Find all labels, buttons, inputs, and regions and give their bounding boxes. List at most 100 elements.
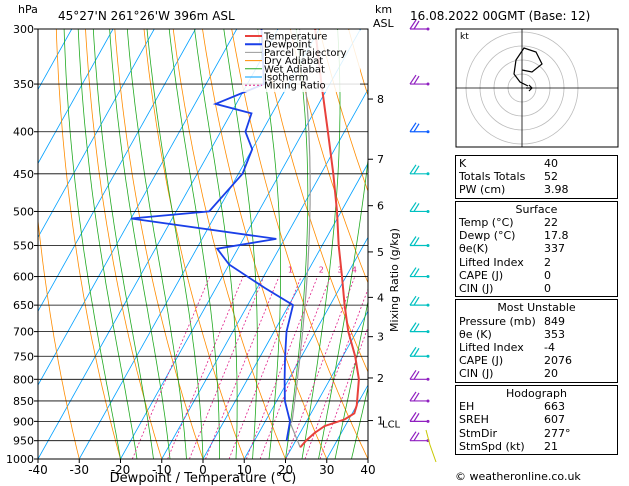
wind-barb-flag xyxy=(409,391,417,402)
km-tick-label: 7 xyxy=(377,153,384,166)
wind-barb-surface xyxy=(425,429,437,463)
pressure-tick-label: 350 xyxy=(13,78,34,91)
wet-adiabat-line xyxy=(351,385,368,459)
k-label: K xyxy=(459,157,467,170)
mixing-ratio-line xyxy=(189,276,265,459)
mixing-ratio-label: 4 xyxy=(352,266,357,275)
wind-barb-flag xyxy=(413,20,420,30)
hpa-unit: hPa xyxy=(18,3,38,16)
wet-adiabat-line xyxy=(318,156,368,459)
wind-barb-flag xyxy=(413,237,420,246)
hodograph-trace xyxy=(513,47,543,87)
surface-temp-value: 22 xyxy=(544,216,558,230)
surface-dewp-label: Dewp (°C) xyxy=(459,229,516,243)
wind-barb-base xyxy=(426,354,430,358)
km-tick-label: 2 xyxy=(377,372,384,385)
sreh-label: SREH xyxy=(459,413,489,427)
wind-barb-flag xyxy=(413,370,420,380)
stmdir-label: StmDir xyxy=(459,426,498,440)
credit-text: © weatheronline.co.uk xyxy=(455,470,581,483)
unstable-box: Most Unstable Pressure (mb) 849 θe (K) 353… xyxy=(455,299,618,383)
isotherm-line xyxy=(285,310,368,459)
isotherm-line xyxy=(38,29,73,91)
wind-barb-base xyxy=(426,27,430,31)
eh-label: EH xyxy=(459,400,475,414)
legend-entry: Parcel Trajectory xyxy=(264,48,347,59)
mixing-ratio-label: 20 xyxy=(440,266,450,275)
legend-entry: Dewpoint xyxy=(264,40,312,51)
temperature-profile xyxy=(299,29,360,449)
temp-tick-label: -30 xyxy=(69,463,89,477)
wind-barb-flag xyxy=(409,267,417,277)
km-tick-label: 8 xyxy=(377,93,384,106)
pressure-tick-label: 650 xyxy=(13,299,34,312)
pressure-tick-label: 300 xyxy=(13,23,34,36)
wind-barb-flag xyxy=(409,202,417,212)
wind-barb-base xyxy=(426,330,430,334)
legend-entry: Isotherm xyxy=(264,73,308,84)
wind-barb-flag xyxy=(409,19,417,30)
mixing-ratio-label: 15 xyxy=(423,266,433,275)
mu-li-value: -4 xyxy=(544,341,555,355)
lcl-label: LCL xyxy=(382,419,401,430)
surface-cape-value: 0 xyxy=(544,268,551,282)
pressure-tick-label: 900 xyxy=(13,415,34,428)
temp-tick-label: -40 xyxy=(28,463,48,477)
hodograph-title: Hodograph xyxy=(506,386,567,400)
surface-theta-value: 337 xyxy=(544,242,565,256)
dry-adiabat-line xyxy=(114,29,204,459)
wind-barb-flag xyxy=(413,296,420,306)
wind-barb-flag xyxy=(409,122,417,133)
temp-tick-label: -20 xyxy=(111,463,131,477)
mu-cin-value: 20 xyxy=(544,367,558,381)
temp-tick-label: 10 xyxy=(237,463,252,477)
wind-barb-flag xyxy=(413,75,420,85)
pressure-tick-label: 450 xyxy=(13,168,34,181)
pressure-tick-label: 850 xyxy=(13,395,34,408)
datetime-header: 16.08.2022 00GMT (Base: 12) xyxy=(410,9,591,23)
wind-barb-flag xyxy=(413,123,420,133)
wind-barb-flag xyxy=(413,392,420,402)
wind-barb-base xyxy=(426,172,430,176)
isotherm-line xyxy=(38,29,279,459)
pressure-tick-label: 500 xyxy=(13,205,34,218)
wet-adiabat-line xyxy=(285,29,309,459)
km-unit: km xyxy=(375,3,393,16)
mu-theta-value: 353 xyxy=(544,327,565,341)
mu-li-label: Lifted Index xyxy=(459,341,524,355)
isotherm-line xyxy=(161,88,368,459)
surface-li-value: 2 xyxy=(544,255,551,269)
mu-cape-label: CAPE (J) xyxy=(459,354,504,368)
sreh-value: 607 xyxy=(544,413,565,427)
wind-barb-base xyxy=(426,243,430,247)
x-axis-label: Dewpoint / Temperature (°C) xyxy=(110,471,297,486)
temp-tick-label: 30 xyxy=(319,463,334,477)
wet-adiabat-line xyxy=(146,29,204,459)
wind-barb-flag xyxy=(409,164,417,175)
tt-label: Totals Totals xyxy=(459,170,526,184)
wind-barb-base xyxy=(426,419,430,423)
temp-tick-label: -10 xyxy=(152,463,172,477)
isotherm-line xyxy=(326,384,368,459)
wind-barb-base xyxy=(426,377,430,381)
legend-entry: Mixing Ratio xyxy=(264,81,326,92)
storm-motion-arrow xyxy=(526,84,533,92)
wet-adiabat-line xyxy=(301,29,341,459)
wet-adiabat-line xyxy=(63,29,121,459)
wind-barb-flag xyxy=(409,346,417,357)
wind-barb-flag xyxy=(413,165,420,175)
surface-dewp-value: 17.8 xyxy=(544,229,569,243)
wind-barb-flag xyxy=(409,295,417,306)
isotherm-line xyxy=(78,29,320,459)
wind-barb-base xyxy=(426,303,430,307)
stmspd-value: 21 xyxy=(544,439,558,453)
mixing-ratio-axis-label: Mixing Ratio (g/kg) xyxy=(388,228,401,332)
mixing-ratio-label: 6 xyxy=(372,266,377,275)
wind-barb-flag xyxy=(409,412,417,422)
pressure-tick-label: 600 xyxy=(13,271,34,284)
pressure-tick-label: 700 xyxy=(13,326,34,339)
km-tick-label: 4 xyxy=(377,291,384,304)
km-tick-label: 3 xyxy=(377,331,384,344)
mixing-ratio-label: 2 xyxy=(319,266,324,275)
